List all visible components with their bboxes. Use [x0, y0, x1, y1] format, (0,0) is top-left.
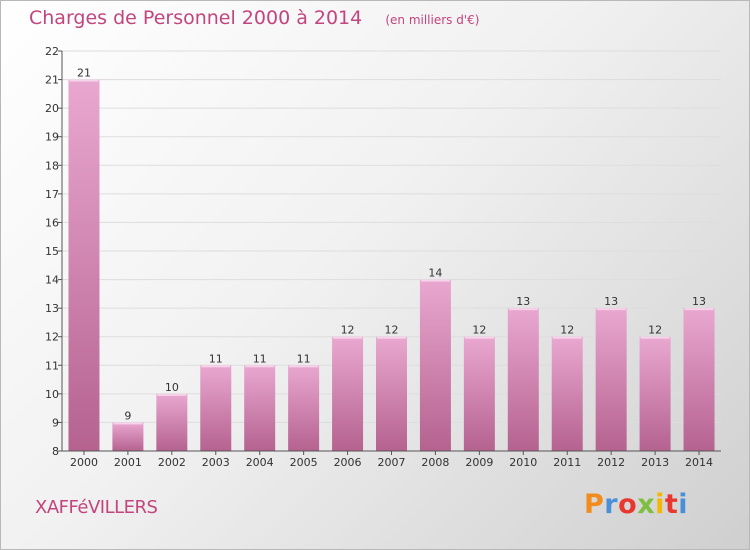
bar-highlight [289, 365, 319, 368]
value-label: 21 [77, 67, 91, 80]
bar-highlight [245, 365, 275, 368]
bar [376, 336, 407, 451]
bar-highlight [552, 336, 582, 339]
proxiti-logo[interactable]: Proxiti [584, 489, 688, 520]
bar-highlight [420, 279, 450, 282]
bar-highlight [333, 336, 363, 339]
x-tick-label: 2014 [685, 456, 713, 469]
bar [112, 422, 144, 451]
chart-subtitle: (en milliers d'€) [385, 13, 480, 27]
bar [683, 308, 715, 451]
x-tick-label: 2001 [114, 456, 142, 469]
x-tick-label: 2004 [246, 456, 274, 469]
value-label: 12 [648, 324, 662, 337]
y-tick-label: 17 [45, 188, 59, 201]
value-label: 11 [209, 352, 223, 365]
x-tick-label: 2006 [334, 456, 362, 469]
logo-letter: i [655, 489, 665, 520]
bar [156, 393, 188, 451]
y-axis-ticks: 8 9 10 11 12 13 14 15 16 17 18 19 20 21 22 [45, 45, 62, 458]
bar-highlight [464, 336, 494, 339]
bar-highlight [596, 308, 626, 311]
value-label: 13 [516, 295, 530, 308]
y-tick-label: 18 [45, 159, 59, 172]
bar-highlight [69, 79, 99, 82]
bar-highlight [201, 365, 231, 368]
bar [200, 365, 232, 451]
bar [419, 279, 451, 451]
y-tick-label: 15 [45, 245, 59, 258]
bar-highlight [157, 393, 187, 396]
y-tick-label: 14 [45, 274, 59, 287]
x-tick-label: 2010 [509, 456, 537, 469]
logo-letter: i [678, 489, 689, 520]
value-label: 12 [560, 324, 574, 337]
chart-title: Charges de Personnel 2000 à 2014 [29, 7, 363, 29]
bar-highlight [508, 308, 538, 311]
bars [68, 79, 715, 452]
logo-letter: r [604, 489, 619, 520]
x-tick-label: 2011 [553, 456, 581, 469]
y-tick-label: 21 [45, 74, 59, 87]
value-label: 12 [341, 324, 355, 337]
bar [595, 308, 627, 451]
y-tick-label: 22 [45, 45, 59, 58]
value-label: 11 [253, 352, 267, 365]
logo-letter: o [618, 489, 638, 520]
bar-highlight [113, 422, 143, 425]
x-tick-label: 2008 [421, 456, 449, 469]
logo-letter: P [584, 489, 605, 520]
bar [244, 365, 276, 451]
bar-highlight [640, 336, 670, 339]
bar-highlight [684, 308, 714, 311]
logo-letter: t [664, 489, 679, 520]
logo-letter: x [637, 489, 656, 520]
y-tick-label: 8 [52, 445, 59, 458]
y-tick-label: 10 [45, 388, 59, 401]
x-tick-label: 2000 [70, 456, 98, 469]
x-tick-label: 2013 [641, 456, 669, 469]
value-label: 10 [165, 381, 179, 394]
bar [551, 336, 583, 451]
title-row: Charges de Personnel 2000 à 2014 (en mil… [29, 7, 479, 29]
y-tick-label: 9 [52, 416, 59, 429]
x-tick-label: 2012 [597, 456, 625, 469]
bar-highlight [377, 336, 406, 339]
bar [68, 79, 100, 452]
x-tick-label: 2007 [378, 456, 406, 469]
bar [639, 336, 671, 451]
value-label: 12 [472, 324, 486, 337]
y-tick-label: 11 [45, 359, 59, 372]
y-tick-label: 12 [45, 331, 59, 344]
y-tick-label: 19 [45, 131, 59, 144]
value-label: 12 [385, 324, 399, 337]
value-label: 14 [428, 267, 442, 280]
value-label: 9 [124, 409, 131, 422]
x-tick-label: 2005 [290, 456, 318, 469]
x-tick-label: 2002 [158, 456, 186, 469]
x-tick-label: 2003 [202, 456, 230, 469]
commune-name: XAFFéVILLERS [35, 497, 158, 518]
bar [288, 365, 320, 451]
y-tick-label: 16 [45, 216, 59, 229]
bar [463, 336, 495, 451]
bar [507, 308, 539, 451]
value-labels: 21 9 10 11 11 11 12 12 14 12 13 12 13 12 13 [77, 67, 706, 423]
x-axis-ticks: 2000 2001 2002 2003 2004 2005 2006 2007 2008 2009… [70, 451, 713, 469]
axes [61, 51, 721, 452]
y-tick-label: 13 [45, 302, 59, 315]
value-label: 11 [297, 352, 311, 365]
x-tick-label: 2009 [465, 456, 493, 469]
y-tick-label: 20 [45, 102, 59, 115]
value-label: 13 [604, 295, 618, 308]
value-label: 13 [692, 295, 706, 308]
bar [332, 336, 364, 451]
